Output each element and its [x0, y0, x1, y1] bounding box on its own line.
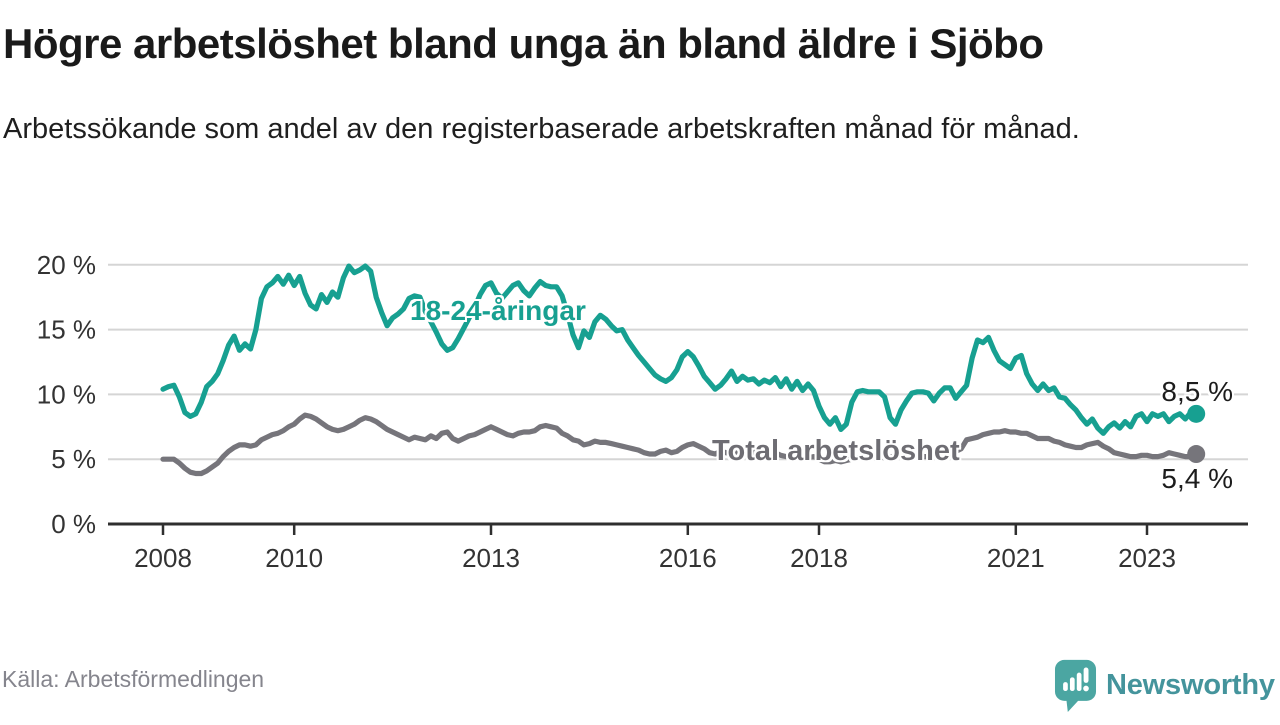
svg-text:15 %: 15 % — [37, 315, 96, 345]
svg-text:20 %: 20 % — [37, 250, 96, 280]
end-value-label-total: 5,4 % — [1161, 463, 1233, 494]
page-title: Högre arbetslöshet bland unga än bland ä… — [3, 20, 1044, 67]
svg-text:2021: 2021 — [987, 543, 1045, 573]
newsworthy-logo[interactable]: Newsworthy — [1054, 659, 1275, 712]
newsworthy-wordmark: Newsworthy — [1106, 669, 1275, 701]
series-label-18-24: 18-24-åringar — [410, 295, 586, 326]
svg-text:0 %: 0 % — [51, 509, 96, 539]
svg-text:2016: 2016 — [659, 543, 717, 573]
newsworthy-chart-bubble-icon — [1054, 659, 1097, 712]
svg-text:2010: 2010 — [265, 543, 323, 573]
source-note: Källa: Arbetsförmedlingen — [2, 666, 265, 692]
chart-subtitle: Arbetssökande som andel av den registerb… — [3, 113, 1080, 145]
svg-text:2018: 2018 — [790, 543, 848, 573]
svg-text:2023: 2023 — [1118, 543, 1176, 573]
svg-text:5 %: 5 % — [51, 444, 96, 474]
svg-text:10 %: 10 % — [37, 379, 96, 409]
series-label-total: Total arbetslöshet — [712, 435, 960, 467]
svg-text:2008: 2008 — [134, 543, 192, 573]
end-value-label-18-24: 8,5 % — [1161, 376, 1233, 407]
svg-text:2013: 2013 — [462, 543, 520, 573]
